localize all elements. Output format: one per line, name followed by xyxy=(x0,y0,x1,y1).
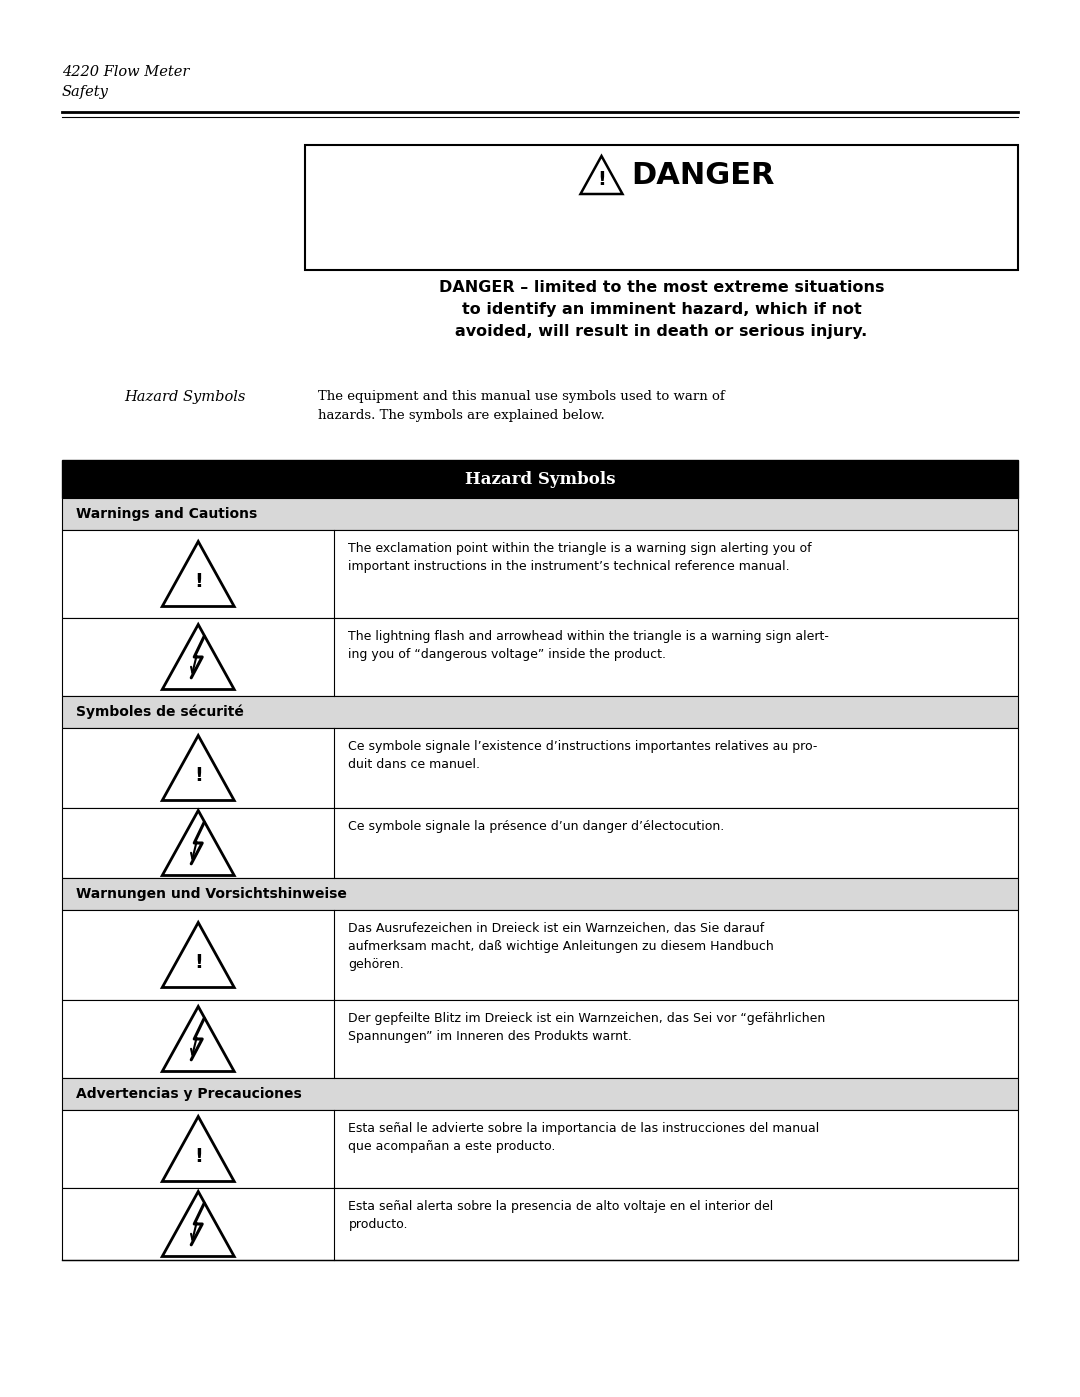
Text: Warnings and Cautions: Warnings and Cautions xyxy=(76,507,257,521)
Text: !: ! xyxy=(193,767,203,785)
Bar xyxy=(62,909,1018,1000)
Text: !: ! xyxy=(193,573,203,591)
Bar xyxy=(62,460,1018,497)
Bar xyxy=(62,1111,1018,1187)
Bar xyxy=(62,1078,1018,1111)
Bar xyxy=(62,497,1018,529)
Text: DANGER – limited to the most extreme situations
to identify an imminent hazard, : DANGER – limited to the most extreme sit… xyxy=(438,279,885,339)
Text: Safety: Safety xyxy=(62,85,109,99)
Bar xyxy=(62,728,1018,807)
Text: The equipment and this manual use symbols used to warn of
hazards. The symbols a: The equipment and this manual use symbol… xyxy=(318,390,725,422)
Bar xyxy=(62,877,1018,909)
Text: Ce symbole signale l’existence d’instructions importantes relatives au pro-
duit: Ce symbole signale l’existence d’instruc… xyxy=(349,740,818,771)
Text: The exclamation point within the triangle is a warning sign alerting you of
impo: The exclamation point within the triangl… xyxy=(349,542,812,573)
Text: !: ! xyxy=(597,170,606,189)
Bar xyxy=(62,807,1018,877)
Text: Esta señal alerta sobre la presencia de alto voltaje en el interior del
producto: Esta señal alerta sobre la presencia de … xyxy=(349,1200,773,1231)
Text: DANGER: DANGER xyxy=(632,161,775,190)
Text: Das Ausrufezeichen in Dreieck ist ein Warnzeichen, das Sie darauf
aufmerksam mac: Das Ausrufezeichen in Dreieck ist ein Wa… xyxy=(349,922,774,971)
Text: 4220 Flow Meter: 4220 Flow Meter xyxy=(62,66,189,80)
Bar xyxy=(62,617,1018,696)
Text: Der gepfeilte Blitz im Dreieck ist ein Warnzeichen, das Sei vor “gefährlichen
Sp: Der gepfeilte Blitz im Dreieck ist ein W… xyxy=(349,1011,826,1044)
Bar xyxy=(62,1000,1018,1078)
Text: Hazard Symbols: Hazard Symbols xyxy=(464,471,616,488)
Bar xyxy=(62,1187,1018,1260)
Bar xyxy=(62,529,1018,617)
Text: Hazard Symbols: Hazard Symbols xyxy=(124,390,245,404)
Text: The lightning flash and arrowhead within the triangle is a warning sign alert-
i: The lightning flash and arrowhead within… xyxy=(349,630,829,661)
Text: Symboles de sécurité: Symboles de sécurité xyxy=(76,704,244,719)
FancyBboxPatch shape xyxy=(305,145,1018,270)
Text: Warnungen und Vorsichtshinweise: Warnungen und Vorsichtshinweise xyxy=(76,887,347,901)
Text: Ce symbole signale la présence d’un danger d’électocution.: Ce symbole signale la présence d’un dang… xyxy=(349,820,725,833)
Text: Esta señal le advierte sobre la importancia de las instrucciones del manual
que : Esta señal le advierte sobre la importan… xyxy=(349,1122,820,1153)
Text: !: ! xyxy=(193,953,203,972)
Bar xyxy=(62,696,1018,728)
Text: !: ! xyxy=(193,1147,203,1166)
Text: Advertencias y Precauciones: Advertencias y Precauciones xyxy=(76,1087,301,1101)
